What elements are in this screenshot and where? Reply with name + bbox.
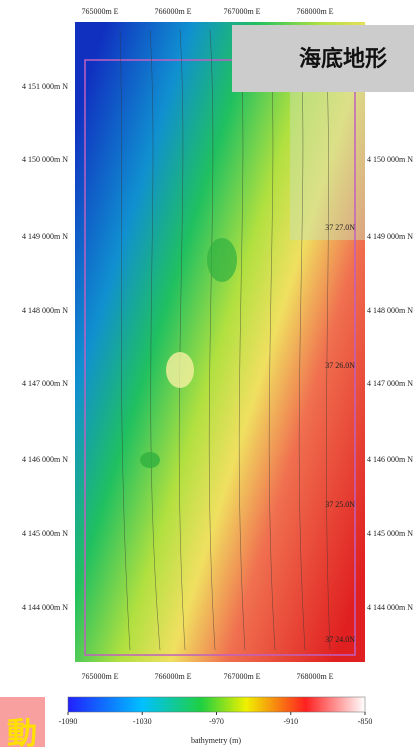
easting-label: 766000m E — [154, 672, 191, 681]
colorbar-tick-label: -970 — [209, 717, 224, 726]
northing-label: 4 150 000m N — [367, 155, 413, 164]
northing-label: 4 148 000m N — [22, 306, 68, 315]
northing-label: 4 149 000m N — [22, 232, 68, 241]
colorbar-tick-label: -1030 — [133, 717, 152, 726]
northing-label: 4 146 000m N — [367, 455, 413, 464]
northing-label: 4 147 000m N — [367, 379, 413, 388]
seamount — [166, 352, 194, 388]
latitude-label: 37 24.0N — [325, 635, 355, 644]
easting-label: 768000m E — [296, 7, 333, 16]
northing-label: 4 146 000m N — [22, 455, 68, 464]
northing-label: 4 145 000m N — [22, 529, 68, 538]
seamount — [140, 452, 160, 468]
easting-label: 767000m E — [223, 672, 260, 681]
colorbar — [68, 697, 365, 712]
northing-label: 4 147 000m N — [22, 379, 68, 388]
latitude-label: 37 25.0N — [325, 500, 355, 509]
colorbar-label: bathymetry (m) — [191, 736, 241, 745]
northing-label: 4 151 000m N — [22, 82, 68, 91]
northing-label: 4 148 000m N — [367, 306, 413, 315]
map-figure: 海底地形 動 765000m E 766000m E 767000m E 768000… — [0, 0, 414, 747]
northing-label: 4 144 000m N — [367, 603, 413, 612]
northing-label: 4 149 000m N — [367, 232, 413, 241]
northing-label: 4 145 000m N — [367, 529, 413, 538]
northing-label: 4 150 000m N — [22, 155, 68, 164]
easting-label: 766000m E — [154, 7, 191, 16]
easting-label: 768000m E — [296, 672, 333, 681]
latitude-label: 37 27.0N — [325, 223, 355, 232]
easting-label: 767000m E — [223, 7, 260, 16]
easting-label: 765000m E — [81, 672, 118, 681]
colorbar-tick-label: -910 — [283, 717, 298, 726]
seamount — [207, 238, 237, 282]
corner-label: 動 — [7, 717, 37, 748]
northing-label: 4 144 000m N — [22, 603, 68, 612]
colorbar-tick-label: -850 — [358, 717, 373, 726]
colorbar-tick-label: -1090 — [59, 717, 78, 726]
title: 海底地形 — [299, 46, 387, 72]
latitude-label: 37 26.0N — [325, 361, 355, 370]
easting-label: 765000m E — [81, 7, 118, 16]
